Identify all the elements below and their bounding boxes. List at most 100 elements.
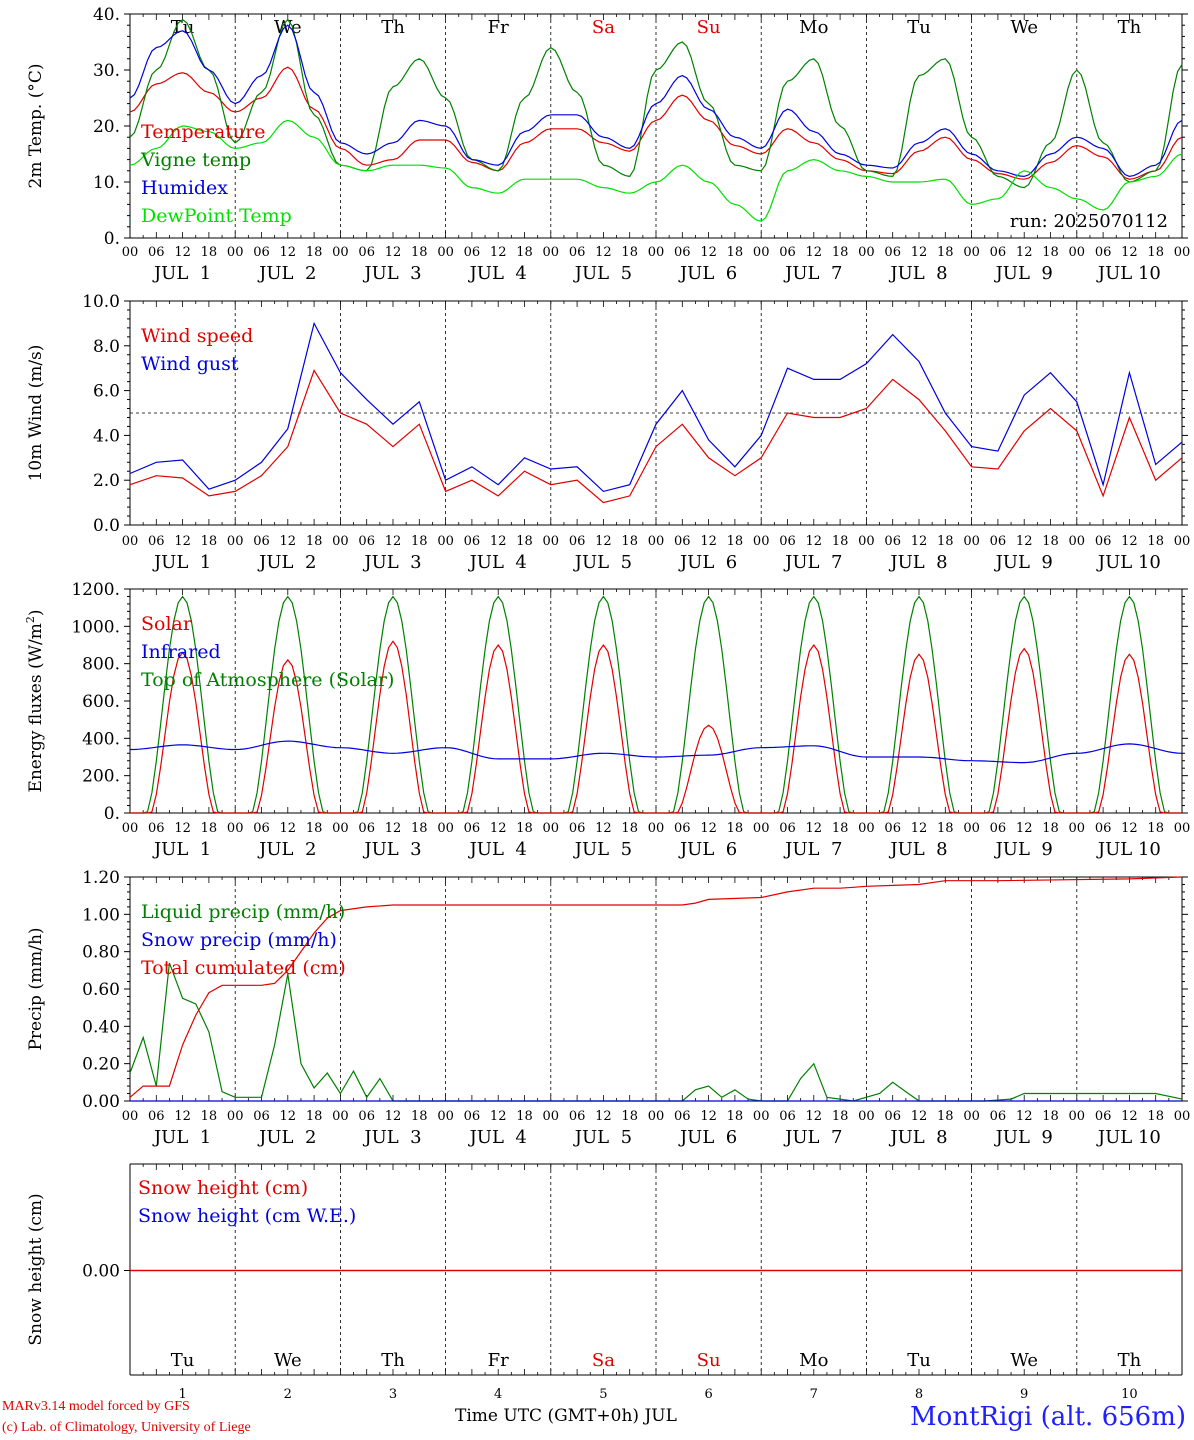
hour-tick-label: 00 bbox=[1069, 821, 1086, 836]
hour-tick-label: 12 bbox=[595, 534, 612, 549]
hour-tick-label: 00 bbox=[122, 534, 139, 549]
hour-tick-label: 18 bbox=[621, 821, 638, 836]
hour-tick-label: 00 bbox=[963, 821, 980, 836]
hour-tick-label: 06 bbox=[253, 821, 270, 836]
series-line-total-cumulated bbox=[129, 876, 1183, 1098]
hour-tick-label: 18 bbox=[1147, 821, 1164, 836]
date-label: JUL 2 bbox=[257, 1127, 316, 1148]
series-line-temperature bbox=[129, 66, 1183, 180]
model-credit: MARv3.14 model forced by GFS bbox=[2, 1399, 190, 1414]
hour-tick-label: 06 bbox=[358, 534, 375, 549]
day-number-label: 5 bbox=[599, 1387, 607, 1402]
hour-tick-label: 12 bbox=[806, 821, 823, 836]
y-tick-label: 30. bbox=[93, 61, 120, 81]
hour-tick-label: 12 bbox=[806, 534, 823, 549]
hour-tick-label: 00 bbox=[1174, 245, 1191, 260]
date-label: JUL 6 bbox=[678, 263, 737, 284]
hour-tick-label: 18 bbox=[1042, 821, 1059, 836]
hour-tick-label: 00 bbox=[963, 245, 980, 260]
y-tick-label: 400. bbox=[82, 729, 120, 749]
date-label: JUL 2 bbox=[257, 552, 316, 573]
hour-tick-label: 18 bbox=[1042, 534, 1059, 549]
hour-tick-label: 00 bbox=[648, 245, 665, 260]
hour-tick-label: 12 bbox=[385, 1109, 402, 1124]
hour-tick-label: 06 bbox=[464, 821, 481, 836]
hour-tick-label: 06 bbox=[1095, 534, 1112, 549]
hour-tick-label: 18 bbox=[937, 1109, 954, 1124]
legend-entry: Liquid precip (mm/h) bbox=[141, 901, 345, 923]
y-axis-label: 10m Wind (m/s) bbox=[26, 345, 46, 482]
date-label: JUL 8 bbox=[888, 1127, 947, 1148]
y-tick-label: 6.0 bbox=[93, 382, 120, 402]
hour-tick-label: 18 bbox=[411, 534, 428, 549]
weekday-label: Su bbox=[697, 17, 721, 38]
panel-1 bbox=[124, 13, 1188, 239]
day-number-label: 6 bbox=[704, 1387, 712, 1402]
hour-tick-label: 12 bbox=[595, 821, 612, 836]
date-label: JUL 6 bbox=[678, 839, 737, 860]
hour-tick-label: 18 bbox=[1042, 245, 1059, 260]
hour-tick-label: 06 bbox=[358, 821, 375, 836]
y-tick-label: 200. bbox=[82, 767, 120, 787]
y-tick-label: 0.60 bbox=[82, 980, 120, 1000]
hour-tick-label: 06 bbox=[1095, 1109, 1112, 1124]
hour-tick-label: 06 bbox=[990, 534, 1007, 549]
legend-entry: Wind speed bbox=[141, 325, 253, 347]
panel-5 bbox=[124, 1163, 1183, 1376]
hour-tick-label: 06 bbox=[569, 245, 586, 260]
hour-tick-label: 12 bbox=[490, 1109, 507, 1124]
hour-tick-label: 12 bbox=[174, 1109, 191, 1124]
date-label: JUL 2 bbox=[257, 263, 316, 284]
hour-tick-label: 18 bbox=[621, 1109, 638, 1124]
hour-tick-label: 00 bbox=[227, 1109, 244, 1124]
hour-tick-label: 12 bbox=[1121, 245, 1138, 260]
hour-tick-label: 06 bbox=[779, 245, 796, 260]
hour-tick-label: 06 bbox=[464, 534, 481, 549]
weekday-label: Th bbox=[381, 1350, 405, 1371]
hour-tick-label: 18 bbox=[201, 821, 218, 836]
hour-tick-label: 18 bbox=[1147, 1109, 1164, 1124]
date-label: JUL 10 bbox=[1096, 1127, 1161, 1148]
hour-tick-label: 12 bbox=[280, 821, 297, 836]
hour-tick-label: 12 bbox=[1016, 245, 1033, 260]
weekday-label: Sa bbox=[592, 17, 615, 38]
weekday-label: Tu bbox=[171, 1350, 195, 1371]
y-tick-label: 0.0 bbox=[93, 516, 120, 536]
hour-tick-label: 00 bbox=[122, 245, 139, 260]
hour-tick-label: 18 bbox=[832, 534, 849, 549]
hour-tick-label: 00 bbox=[543, 1109, 560, 1124]
y-tick-label: 20. bbox=[93, 117, 120, 137]
hour-tick-label: 18 bbox=[516, 821, 533, 836]
hour-tick-label: 12 bbox=[700, 534, 717, 549]
day-number-label: 2 bbox=[284, 1387, 292, 1402]
date-label: JUL 5 bbox=[573, 263, 632, 284]
hour-tick-label: 06 bbox=[990, 245, 1007, 260]
weekday-label: We bbox=[1010, 1350, 1038, 1371]
hour-tick-label: 00 bbox=[858, 1109, 875, 1124]
hour-tick-label: 06 bbox=[148, 534, 165, 549]
weekday-label: Fr bbox=[488, 17, 509, 38]
hour-tick-label: 06 bbox=[990, 821, 1007, 836]
hour-tick-label: 18 bbox=[937, 534, 954, 549]
hour-tick-label: 06 bbox=[569, 534, 586, 549]
date-label: JUL 5 bbox=[573, 1127, 632, 1148]
weekday-label: Th bbox=[381, 17, 405, 38]
hour-tick-label: 00 bbox=[753, 821, 770, 836]
hour-tick-label: 18 bbox=[727, 821, 744, 836]
hour-tick-label: 06 bbox=[464, 245, 481, 260]
run-label: run: 2025070112 bbox=[1010, 211, 1168, 232]
series-line-infrared bbox=[130, 740, 1183, 764]
hour-tick-label: 12 bbox=[911, 245, 928, 260]
hour-tick-label: 06 bbox=[884, 1109, 901, 1124]
hour-tick-label: 18 bbox=[727, 534, 744, 549]
y-tick-label: 0.00 bbox=[82, 1092, 120, 1112]
y-label-part: Energy fluxes (W/m bbox=[26, 623, 46, 792]
hour-tick-label: 00 bbox=[437, 534, 454, 549]
legend-entry: Infrared bbox=[141, 641, 221, 663]
hour-tick-label: 12 bbox=[490, 534, 507, 549]
hour-tick-label: 00 bbox=[332, 534, 349, 549]
hour-tick-label: 12 bbox=[174, 534, 191, 549]
hour-tick-label: 06 bbox=[464, 1109, 481, 1124]
date-label: JUL 5 bbox=[573, 552, 632, 573]
hour-tick-label: 12 bbox=[700, 245, 717, 260]
